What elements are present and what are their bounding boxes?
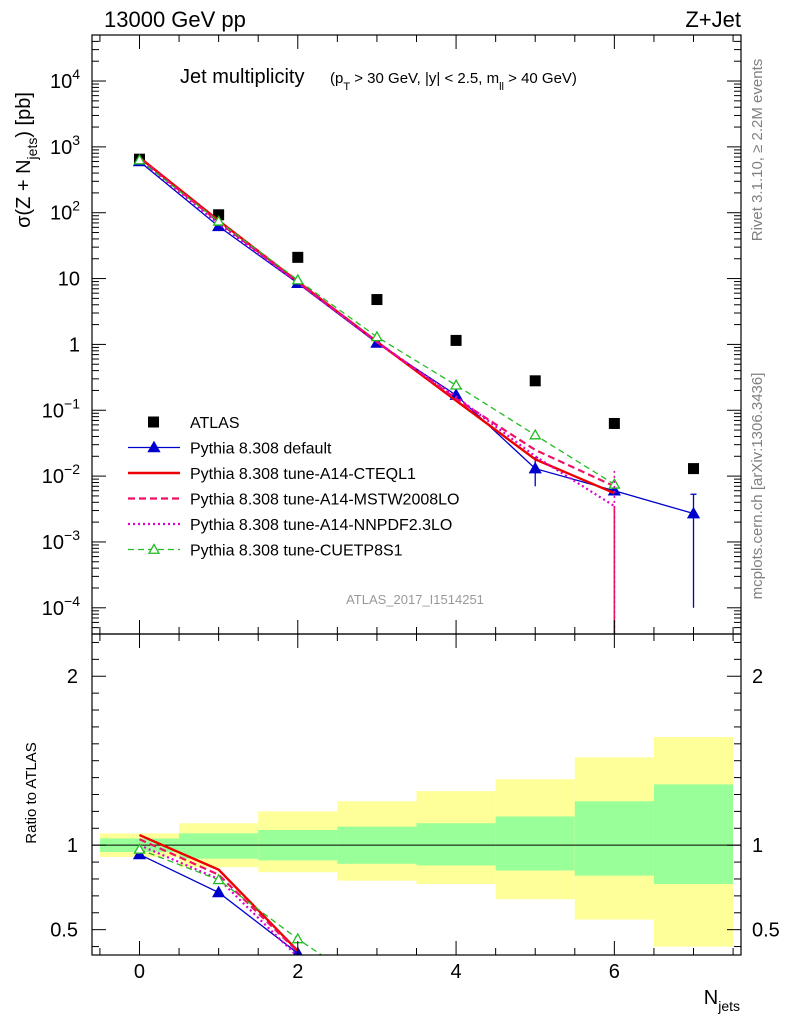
legend-label: Pythia 8.308 default bbox=[190, 441, 332, 458]
main-panel: 10−3 10−2 10−1 1 10 102 103 104 10−4 Jet multipl… bbox=[13, 34, 742, 635]
atlas-data-point bbox=[688, 463, 700, 475]
default-marker bbox=[528, 461, 542, 474]
cteql1-ratio-line bbox=[139, 833, 299, 952]
ratio-y-tick-label-right: 1 bbox=[752, 835, 763, 857]
legend-label: Pythia 8.308 tune-CUETP8S1 bbox=[190, 543, 403, 560]
ratio-band-inner bbox=[574, 801, 654, 876]
legend-label: ATLAS bbox=[190, 415, 240, 432]
legend-label: Pythia 8.308 tune-A14-NNPDF2.3LO bbox=[190, 517, 452, 534]
x-tick-label: 6 bbox=[609, 961, 620, 983]
main-y-tick-label: 10−3 bbox=[42, 527, 80, 554]
main-y-tick-label: 103 bbox=[50, 132, 80, 159]
x-tick-label: 2 bbox=[292, 961, 303, 983]
ratio-band-inner bbox=[653, 784, 734, 885]
atlas-data-point bbox=[450, 334, 462, 346]
cuetp8s1-marker bbox=[449, 378, 463, 390]
legend-item: Pythia 8.308 tune-A14-CTEQL1 bbox=[128, 466, 416, 483]
ratio-y-tick-label-right: 2 bbox=[752, 666, 763, 688]
legend-item: ATLAS bbox=[148, 415, 240, 432]
default-ratio-marker bbox=[212, 885, 226, 898]
process-label: Z+Jet bbox=[685, 7, 741, 32]
cuetp8s1-marker bbox=[529, 428, 542, 440]
cuetp8s1-marker bbox=[608, 478, 621, 489]
ratio-band-inner bbox=[179, 833, 259, 859]
ratio-y-tick-label-right: 0.5 bbox=[752, 920, 780, 942]
atlas-data-point bbox=[292, 251, 304, 263]
ratio-band-inner bbox=[495, 816, 575, 871]
cuetp8s1-marker bbox=[212, 215, 225, 226]
main-y-tick-label: 10 bbox=[58, 269, 80, 291]
main-y-tick-label: 10−2 bbox=[42, 461, 80, 488]
atlas-data-point bbox=[213, 209, 225, 221]
main-y-tick-label: 1 bbox=[69, 334, 80, 356]
atlas-data-point bbox=[371, 294, 383, 306]
cuetp8s1-ratio-line bbox=[139, 848, 322, 955]
cuetp8s1-marker bbox=[291, 273, 304, 285]
mstw-ratio-line bbox=[139, 838, 299, 953]
x-tick-label: 4 bbox=[451, 961, 462, 983]
legend-marker-triangle bbox=[147, 440, 161, 453]
legend-item: Pythia 8.308 tune-A14-NNPDF2.3LO bbox=[128, 517, 452, 534]
legend-item: Pythia 8.308 tune-A14-MSTW2008LO bbox=[128, 492, 459, 509]
ratio-plot-area bbox=[92, 737, 741, 955]
cuetp8s1-marker bbox=[370, 330, 384, 342]
x-tick-label: 0 bbox=[134, 961, 145, 983]
main-y-axis-label: σ(Z + Njets) [pb] bbox=[13, 92, 40, 228]
main-title: Jet multiplicity bbox=[180, 66, 304, 88]
ratio-panel: 0.5 0.5 1 1 2 2 0 2 4 6 Ratio to ATLAS Njets bbox=[23, 633, 780, 1014]
main-y-tick-label: 104 bbox=[50, 66, 80, 93]
x-axis-label: Njets bbox=[704, 987, 740, 1014]
rivet-version-label: Rivet 3.1.10, ≥ 2.2M events bbox=[749, 59, 766, 242]
ratio-y-tick-label: 1 bbox=[67, 835, 78, 857]
mstw-series-line bbox=[138, 157, 615, 488]
ratio-y-axis-label: Ratio to ATLAS bbox=[23, 742, 40, 843]
main-title-cuts: (pT > 30 GeV, |y| < 2.5, mll > 40 GeV) bbox=[330, 70, 577, 93]
legend-marker-open-triangle bbox=[147, 543, 161, 554]
default-marker bbox=[686, 506, 701, 519]
legend-label: Pythia 8.308 tune-A14-MSTW2008LO bbox=[190, 492, 459, 509]
ratio-y-tick-label: 2 bbox=[67, 666, 78, 688]
legend-item: Pythia 8.308 tune-CUETP8S1 bbox=[128, 543, 403, 560]
legend: ATLAS Pythia 8.308 default Pythia 8.308 tu… bbox=[128, 415, 459, 560]
cuetp8s1-marker bbox=[133, 153, 146, 165]
cuetp8s1-series-line bbox=[139, 159, 615, 485]
ratio-y-tick-label: 0.5 bbox=[50, 920, 78, 942]
main-y-tick-label: 10−4 bbox=[42, 593, 80, 620]
cuetp8s1-ratio-marker bbox=[133, 843, 146, 854]
legend-item: Pythia 8.308 default bbox=[128, 441, 332, 458]
main-y-tick-label: 10−1 bbox=[42, 395, 80, 422]
main-y-tick-label: 102 bbox=[50, 198, 80, 225]
legend-marker-square bbox=[148, 416, 159, 428]
atlas-data-point bbox=[608, 417, 620, 429]
mcplots-label: mcplots.cern.ch [arXiv:1306.3436] bbox=[749, 373, 766, 600]
ratio-band-inner bbox=[416, 823, 496, 866]
legend-label: Pythia 8.308 tune-A14-CTEQL1 bbox=[190, 466, 416, 483]
energy-label: 13000 GeV pp bbox=[104, 7, 246, 32]
main-plot-area bbox=[132, 153, 701, 634]
cuetp8s1-ratio-marker bbox=[212, 873, 225, 885]
atlas-data-point bbox=[529, 375, 541, 387]
watermark: ATLAS_2017_I1514251 bbox=[346, 592, 484, 607]
